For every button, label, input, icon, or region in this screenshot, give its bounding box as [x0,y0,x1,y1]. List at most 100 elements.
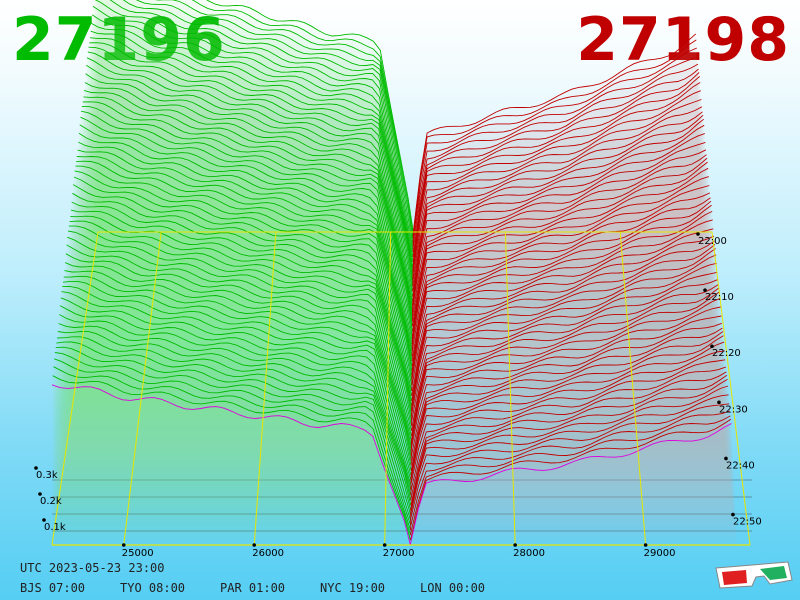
ask-snapshot-line [410,418,732,541]
ask-snapshot-line [412,63,699,252]
ask-snapshot-line [410,394,729,521]
bid-snapshot-fill [72,193,412,406]
bid-snapshot-line [61,291,412,481]
bid-snapshot-line [87,51,414,302]
bid-snapshot-line [71,201,413,411]
x-tick-dot [252,543,257,547]
ask-snapshot-fill [413,72,704,262]
ask-snapshot-fill [410,419,737,540]
x-tick-label: 26000 [252,548,284,559]
ask-snapshot-line [412,82,701,272]
bid-snapshot-line [206,0,414,233]
time-tick-label: 22:40 [726,460,755,471]
ask-snapshot-line [411,192,711,357]
ask-snapshot-fill [410,386,734,516]
ask-snapshot-fill [411,254,722,411]
3d-glasses-icon[interactable] [712,558,794,592]
bid-snapshot-line [64,270,412,461]
bid-snapshot-fill [76,161,412,381]
bid-snapshot-line [86,57,414,307]
x-tick-dot [382,543,387,547]
bid-snapshot-line [90,30,414,282]
ask-snapshot-line [411,204,712,372]
ask-snapshot-line [411,262,717,416]
bid-snapshot-line [72,192,413,406]
bid-snapshot-fill [83,96,413,332]
bid-snapshot-line [69,220,412,426]
bid-snapshot-line [154,0,414,242]
ask-snapshot-line [410,371,727,501]
bid-snapshot-line [83,96,413,332]
ask-snapshot-line [412,33,697,233]
ask-snapshot-fill [412,125,710,307]
city-clock: LON 00:00 [420,581,486,595]
bid-snapshot-fill [95,0,414,252]
depth-chart: 25000 26000 27000 28000 29000 0.1k 0.2k 0.3k 22:… [34,0,762,559]
bid-snapshot-fill [66,244,412,446]
bid-snapshot-fill [94,0,413,257]
ask-snapshot-line [412,118,704,302]
ask-snapshot-line [412,111,703,292]
bid-snapshot-fill [87,57,413,307]
bid-snapshot-fill [92,14,413,272]
bid-snapshot-line [81,105,413,342]
ask-series [409,33,737,546]
utc-time: UTC 2023-05-23 23:00 [20,561,165,575]
ask-snapshot-line [411,185,710,352]
ask-snapshot-line [411,154,707,327]
bid-snapshot-fill [57,336,411,511]
time-tick-dot [717,400,721,405]
bid-snapshot-fill [54,358,411,531]
bid-snapshot-fill [53,366,411,536]
bid-snapshot-fill [79,124,413,357]
bid-snapshot-fill [73,184,412,401]
bid-snapshot-line [79,124,413,357]
ask-snapshot-line [412,90,701,277]
ask-snapshot-line [411,235,715,392]
bid-snapshot-line [59,305,412,491]
x-tick-dot [121,543,126,547]
bid-snapshot-line [52,375,411,541]
ask-snapshot-line [410,291,720,441]
city-clock: PAR 01:00 [220,581,286,595]
ask-snapshot-line [412,99,702,282]
bid-snapshot-fill [90,37,413,287]
depth-tick-label: 0.2k [40,496,62,507]
bid-snapshot-fill [60,305,411,491]
bid-snapshot-line [84,82,413,322]
bid-snapshot-line [88,46,414,297]
bid-snapshot-fill [68,226,412,431]
bid-snapshot-line [65,253,412,451]
ask-snapshot-line [412,47,697,242]
bid-snapshot-fill [52,375,411,540]
x-tick-dot [513,543,517,547]
x-tick-label: 29000 [644,548,676,559]
depth-tick-dot [34,466,38,470]
ask-snapshot-line [411,244,716,402]
ask-snapshot-fill [412,201,717,367]
x-tick-label: 27000 [383,548,415,559]
bid-snapshot-line [91,14,414,272]
bid-snapshot-line [76,160,413,382]
city-clock: BJS 07:00 [20,581,86,595]
bid-series [51,0,414,546]
time-tick-dot [696,232,700,236]
bid-snapshot-line [70,209,413,416]
bid-snapshot-line [85,73,413,317]
bid-snapshot-fill [68,231,412,436]
ask-snapshot-fill [412,205,717,372]
ask-snapshot-line [411,149,707,322]
ask-snapshot-line [410,403,730,526]
ask-snapshot-line [410,410,730,531]
ask-snapshot-line [412,133,705,312]
bid-snapshot-line [57,331,412,506]
ask-snapshot-line [412,141,706,317]
ask-snapshot-line [411,228,714,387]
ask-snapshot-line [410,385,729,516]
bid-snapshot-line [58,323,412,501]
bid-snapshot-line [76,156,413,377]
ask-snapshot-line [410,297,721,446]
ask-snapshot-line [411,287,720,437]
ask-snapshot-line [410,366,726,496]
chart-labels: 25000 26000 27000 28000 29000 0.1k 0.2k 0.3k 22:… [34,232,762,559]
